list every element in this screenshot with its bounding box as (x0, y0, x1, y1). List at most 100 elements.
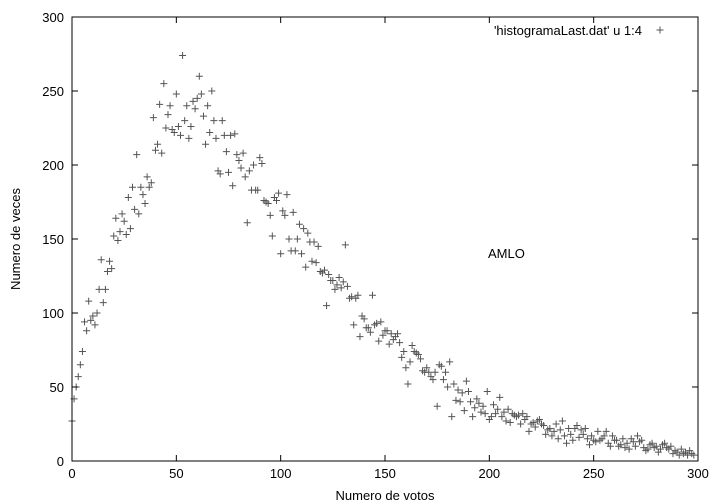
data-point (414, 350, 422, 358)
data-point (156, 100, 164, 108)
y-tick-label: 100 (42, 306, 64, 321)
data-point (289, 208, 297, 216)
data-point (613, 436, 621, 444)
data-point (515, 411, 523, 419)
data-point (81, 318, 89, 326)
data-point (633, 432, 641, 440)
data-point (454, 386, 462, 394)
data-point (162, 124, 170, 132)
data-point (83, 327, 91, 335)
data-point (272, 197, 280, 205)
data-point (375, 337, 383, 345)
data-point (565, 424, 573, 432)
data-point (644, 445, 652, 453)
data-point (350, 321, 358, 329)
x-tick-label: 200 (478, 466, 500, 481)
y-tick-label: 0 (57, 454, 64, 469)
data-point (275, 189, 283, 197)
data-point (469, 413, 477, 421)
data-point (174, 123, 182, 131)
data-point (675, 451, 683, 459)
data-point (475, 399, 483, 407)
data-point (285, 235, 293, 243)
data-point (337, 284, 345, 292)
data-point (212, 134, 220, 142)
data-point (506, 419, 514, 427)
data-point (638, 436, 646, 444)
data-point (652, 442, 660, 450)
data-point (629, 438, 637, 446)
data-point (325, 271, 333, 279)
data-point (442, 368, 450, 376)
y-tick-label: 150 (42, 232, 64, 247)
data-point (202, 140, 210, 148)
x-tick-label: 300 (687, 466, 709, 481)
data-point (631, 442, 639, 450)
data-point (356, 333, 364, 341)
data-point (579, 430, 587, 438)
data-point (279, 207, 287, 215)
data-point (423, 364, 431, 372)
y-tick-label: 250 (42, 84, 64, 99)
data-point (141, 199, 149, 207)
data-point (558, 417, 566, 425)
data-point (264, 199, 272, 207)
data-point (600, 432, 608, 440)
data-point (164, 111, 172, 119)
axis-ticks: 0 50 100 150 200 250 300 0 50 100 150 200 250 300 (42, 10, 709, 481)
data-point (573, 421, 581, 429)
data-point (122, 231, 130, 239)
data-point (308, 257, 316, 265)
data-point (368, 291, 376, 299)
data-point (120, 217, 128, 225)
data-point (400, 347, 408, 355)
data-point (227, 131, 235, 139)
data-point (283, 191, 291, 199)
data-point (293, 235, 301, 243)
data-point (625, 445, 633, 453)
data-point (256, 154, 264, 162)
data-point (177, 131, 185, 139)
data-point (481, 410, 489, 418)
data-point (151, 146, 159, 154)
data-point (74, 373, 82, 381)
data-point (323, 302, 331, 310)
data-point (594, 427, 602, 435)
data-point (333, 281, 341, 289)
data-point (416, 355, 424, 363)
data-point (185, 134, 193, 142)
data-point (684, 451, 692, 459)
data-point (183, 102, 191, 110)
data-point (106, 257, 114, 265)
data-point (387, 330, 395, 338)
data-point (450, 380, 458, 388)
y-axis-label: Numero de veces (8, 188, 23, 290)
data-point (139, 191, 147, 199)
data-point (266, 211, 274, 219)
data-point (295, 220, 303, 228)
data-point (517, 420, 525, 428)
data-point (243, 219, 251, 227)
data-point (143, 173, 151, 181)
data-point (95, 285, 103, 293)
data-point (302, 263, 310, 271)
data-point (437, 362, 445, 370)
data-point (383, 327, 391, 335)
data-point (208, 87, 216, 95)
data-point (110, 232, 118, 240)
data-point (241, 173, 249, 181)
data-point (331, 285, 339, 293)
data-point (379, 331, 387, 339)
data-point (300, 225, 308, 233)
data-point (439, 376, 447, 384)
x-tick-label: 150 (374, 466, 396, 481)
x-tick-label: 250 (583, 466, 605, 481)
data-point (298, 250, 306, 258)
data-point (191, 105, 199, 113)
data-point (354, 291, 362, 299)
data-point (542, 430, 550, 438)
data-point (116, 228, 124, 236)
data-point (569, 436, 577, 444)
data-point (523, 413, 531, 421)
